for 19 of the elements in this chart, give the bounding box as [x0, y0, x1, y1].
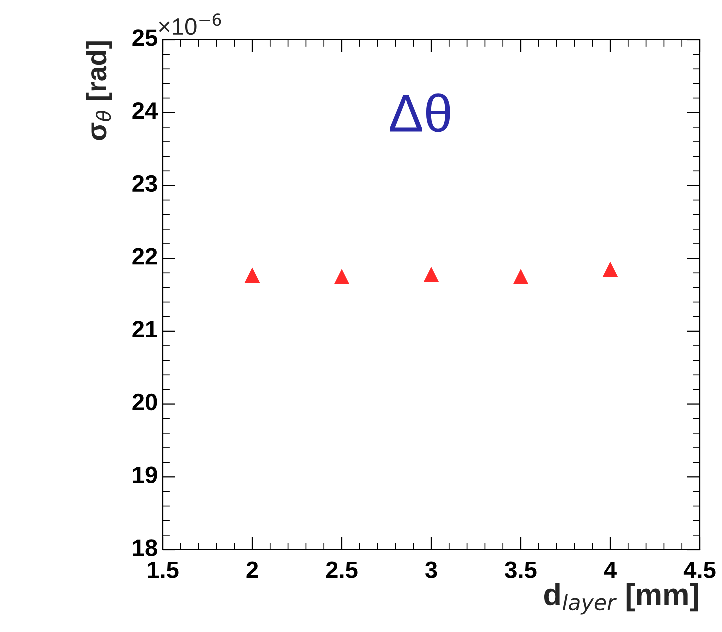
y-axis-title: σ$_{θ}$ [rad] [86, 42, 112, 140]
x-tick-label: 4 [604, 562, 617, 578]
y-tick-label: 20 [132, 394, 158, 411]
y-tick-label: 24 [132, 102, 158, 119]
text: ×10$^{−6}$ [159, 14, 222, 36]
y-tick-label: 21 [132, 321, 158, 338]
annotation: Δθ [390, 94, 450, 132]
y-tick-label: 25 [132, 30, 158, 46]
x-tick-label: 2 [246, 562, 258, 578]
y-tick-label: 23 [132, 175, 158, 192]
x-tick-label: 3 [425, 562, 438, 578]
y-tick-label: 18 [133, 540, 158, 556]
x-axis-title: d$_{layer}$ [mm] [544, 583, 698, 615]
y-tick-label: 19 [133, 466, 158, 484]
x-tick-label: 4.5 [684, 562, 716, 578]
x-tick-label: 3.5 [505, 562, 537, 578]
x-tick-label: 2.5 [326, 562, 358, 578]
x-tick-label: 1.5 [148, 562, 179, 578]
y-tick-label: 22 [132, 248, 158, 265]
